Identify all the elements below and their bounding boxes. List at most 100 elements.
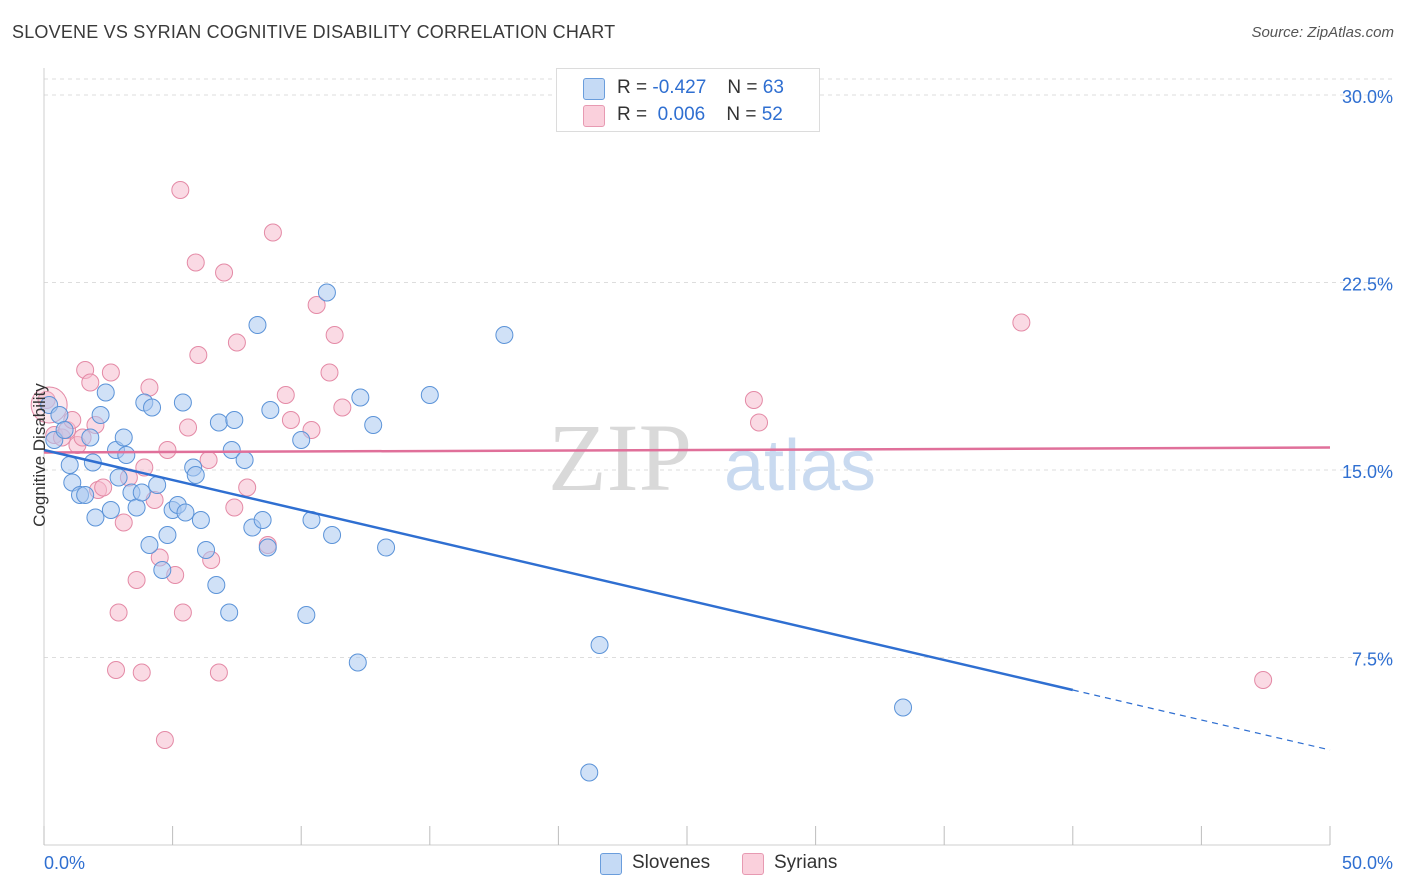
data-point-slovenes [235, 451, 254, 469]
data-point-syrians [186, 253, 205, 272]
slovenes-points [40, 283, 913, 782]
source-label: Source: ZipAtlas.com [1251, 24, 1394, 41]
data-point-syrians [155, 731, 174, 749]
data-point-syrians [140, 378, 159, 397]
data-point-syrians [101, 363, 120, 382]
data-point-syrians [325, 326, 344, 344]
data-point-syrians [744, 391, 763, 409]
data-point-slovenes [351, 388, 370, 407]
data-point-slovenes [81, 428, 100, 447]
data-point-slovenes [158, 526, 177, 544]
data-point-syrians [127, 571, 146, 589]
legend-swatch-blue [600, 853, 622, 875]
legend-label-syrians: Syrians [774, 852, 838, 873]
data-point-slovenes [297, 606, 316, 624]
data-point-slovenes [220, 603, 239, 622]
data-point-syrians [750, 413, 769, 432]
data-point-syrians [109, 603, 128, 622]
legend-r-value: 0.006 [657, 104, 706, 125]
data-point-slovenes [209, 413, 228, 432]
legend-n-value: 52 [761, 104, 783, 125]
data-point-slovenes [117, 446, 136, 464]
chart-title: SLOVENE VS SYRIAN COGNITIVE DISABILITY C… [12, 22, 616, 42]
data-point-slovenes [894, 698, 913, 717]
trend-line-syrians [43, 446, 1331, 454]
data-point-syrians [132, 663, 151, 682]
data-point-syrians [1012, 313, 1031, 332]
data-point-syrians [81, 373, 100, 392]
data-point-slovenes [109, 468, 128, 487]
data-point-slovenes [153, 561, 172, 579]
correlation-legend: R = -0.427 N = 63 R = 0.006 N = 52 [556, 68, 820, 132]
watermark-atlas: atlas [724, 426, 876, 506]
data-point-slovenes [495, 326, 514, 344]
data-point-slovenes [101, 501, 120, 519]
data-point-slovenes [317, 283, 336, 302]
y-tick-label: 22.5% [1342, 275, 1393, 295]
data-point-syrians [158, 441, 177, 459]
y-tick-label: 15.0% [1342, 462, 1393, 482]
data-point-slovenes [86, 508, 105, 527]
data-point-syrians [209, 663, 228, 682]
data-point-slovenes [50, 406, 69, 424]
data-point-slovenes [91, 406, 110, 424]
grid-layer [44, 78, 1394, 658]
data-point-slovenes [323, 526, 342, 544]
trend-line-slovenes [43, 448, 1074, 692]
data-point-syrians [114, 513, 133, 532]
data-point-slovenes [364, 416, 383, 434]
data-point-slovenes [127, 498, 146, 517]
legend-n-value: 63 [762, 77, 784, 98]
data-point-slovenes [377, 538, 396, 557]
data-point-slovenes [590, 636, 609, 654]
data-point-slovenes [55, 421, 74, 439]
data-point-syrians [276, 386, 295, 404]
legend-n-label: N = [726, 104, 757, 125]
y-tick-label: 7.5% [1352, 650, 1393, 670]
data-point-slovenes [96, 383, 115, 402]
legend-swatch-pink [742, 853, 764, 875]
data-point-slovenes [248, 316, 267, 334]
data-point-slovenes [143, 398, 162, 417]
data-point-syrians [238, 478, 257, 497]
watermark-zip: ZIP [548, 404, 692, 511]
data-point-syrians [179, 418, 198, 437]
legend-r-label: R = [617, 104, 648, 125]
data-point-slovenes [173, 393, 192, 412]
data-point-syrians [263, 223, 282, 242]
data-point-syrians [215, 263, 234, 282]
data-point-slovenes [186, 466, 205, 484]
trend-line-slovenes-extrapolated [1072, 689, 1331, 751]
legend-label-slovenes: Slovenes [632, 852, 711, 873]
tick-labels: 7.5% 15.0% 22.5% 30.0% 0.0% 50.0% [44, 87, 1393, 873]
data-point-slovenes [580, 763, 599, 782]
data-point-syrians [94, 478, 113, 497]
data-point-syrians [307, 296, 326, 314]
watermark: ZIP atlas [548, 404, 876, 511]
data-point-syrians [171, 181, 190, 199]
data-point-slovenes [76, 486, 95, 504]
data-point-syrians [107, 661, 126, 679]
x-tick-label-min: 0.0% [44, 853, 85, 873]
data-point-slovenes [420, 386, 439, 404]
data-point-slovenes [222, 441, 241, 459]
data-point-slovenes [292, 431, 311, 449]
legend-swatch-blue [583, 78, 605, 100]
legend-r-label: R = [617, 77, 648, 98]
data-point-syrians [1254, 671, 1273, 689]
data-point-slovenes [207, 576, 226, 594]
x-tick-label-max: 50.0% [1342, 853, 1393, 873]
data-point-syrians [199, 451, 218, 469]
data-point-syrians [225, 498, 244, 517]
data-point-slovenes [261, 401, 280, 419]
data-point-slovenes [253, 511, 272, 529]
data-point-syrians [173, 603, 192, 622]
data-point-slovenes [258, 538, 277, 557]
y-tick-label: 30.0% [1342, 87, 1393, 107]
data-point-slovenes [191, 511, 210, 529]
data-point-syrians [281, 411, 300, 429]
data-point-syrians [189, 346, 208, 364]
data-point-syrians [333, 398, 352, 417]
data-point-slovenes [348, 653, 367, 672]
